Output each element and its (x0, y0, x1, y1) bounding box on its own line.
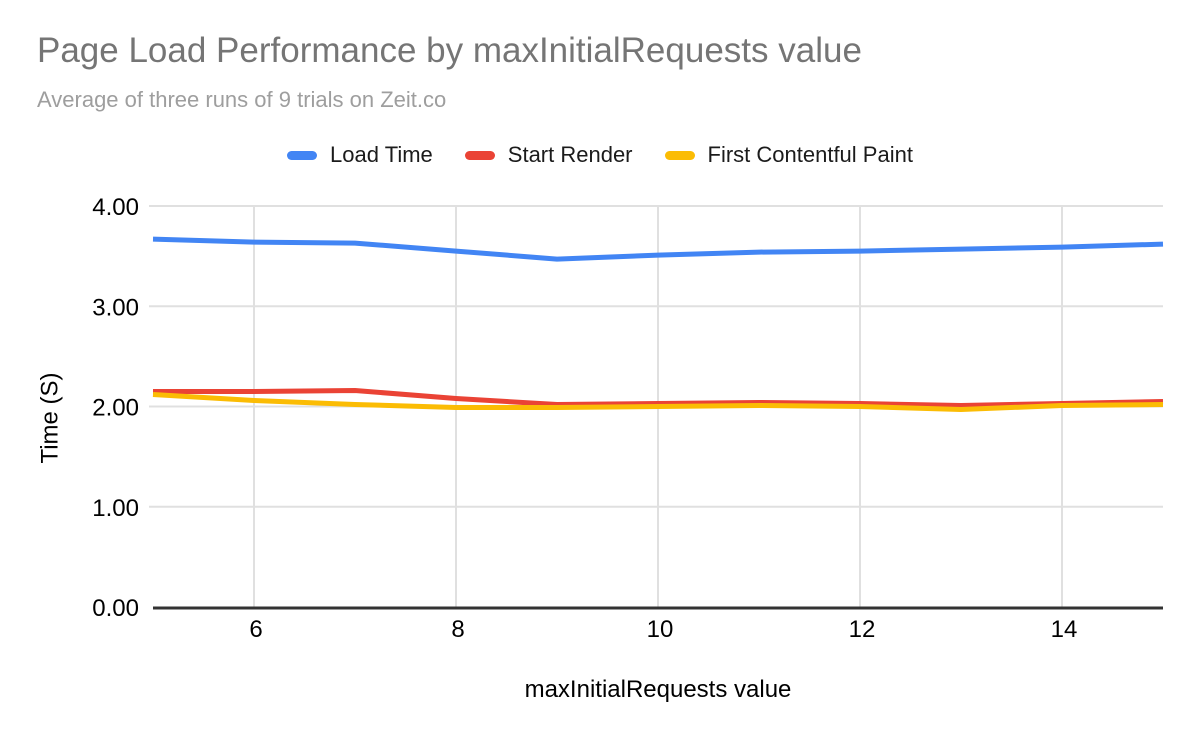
series-line-load-time (152, 236, 1164, 262)
y-tick-label-2.00: 2.00 (92, 395, 139, 422)
chart-title: Page Load Performance by maxInitialReque… (37, 31, 862, 70)
series-line-first-contentful-paint (152, 392, 1164, 412)
x-tick-label-10: 10 (647, 616, 674, 643)
x-tick-label-14: 14 (1051, 616, 1078, 643)
chart-subtitle: Average of three runs of 9 trials on Zei… (37, 87, 447, 112)
x-axis-title: maxInitialRequests value (524, 676, 792, 703)
legend-label: Start Render (507, 142, 633, 167)
y-axis-title: Time (S) (36, 372, 64, 464)
x-tick-label-12: 12 (849, 616, 876, 643)
x-tick-label-8: 8 (451, 616, 464, 643)
legend-swatch-start-render (464, 150, 495, 160)
legend-label: Load Time (330, 142, 433, 167)
legend-item-start-render: Start Render (464, 142, 633, 168)
series-line-start-render (153, 388, 1164, 408)
y-tick-label-3.00: 3.00 (92, 294, 139, 321)
legend-item-first-contentful-paint: First Contentful Paint (664, 142, 913, 168)
legend-swatch-load-time (287, 150, 318, 160)
legend-swatch-first-contentful-paint (664, 150, 695, 160)
legend-item-load-time: Load Time (287, 142, 433, 168)
y-tick-label-0.00: 0.00 (92, 595, 139, 622)
x-tick-label-6: 6 (249, 616, 262, 643)
legend-label: First Contentful Paint (707, 142, 913, 167)
legend: Load Time Start Render First Contentful Pa… (0, 142, 1200, 168)
y-tick-label-4.00: 4.00 (92, 194, 139, 221)
y-tick-label-1.00: 1.00 (92, 495, 139, 522)
